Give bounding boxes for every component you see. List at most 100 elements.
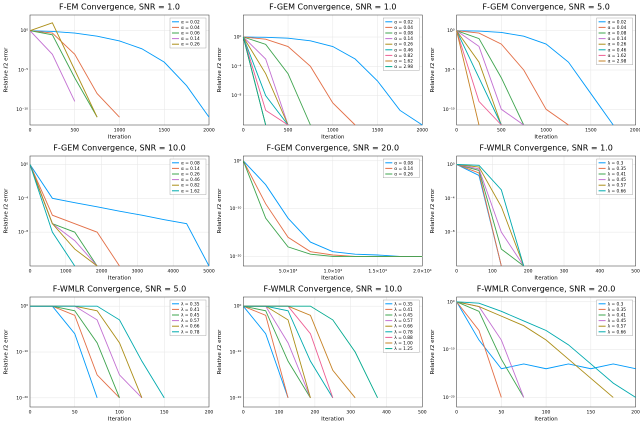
panel: F-WMLR Convergence, SNR = 10.0 Iteration R… bbox=[217, 285, 427, 423]
legend-label: α = 0.04 bbox=[394, 25, 413, 31]
series-line bbox=[29, 30, 76, 102]
x-tick-label: 500 bbox=[497, 128, 506, 134]
series-line bbox=[29, 164, 210, 267]
series-line bbox=[456, 30, 480, 126]
y-axis-label: Relative ℓ2 error bbox=[217, 188, 223, 234]
y-tick-label: 10⁻²⁰ bbox=[230, 395, 242, 401]
y-tick-label: 10⁻⁴ bbox=[445, 196, 455, 202]
y-tick-label: 10⁻⁸ bbox=[231, 93, 241, 99]
legend-label: α = 0.02 bbox=[608, 19, 627, 25]
legend: α = 0.02α = 0.04α = 0.06α = 0.14α = 0.26 bbox=[169, 17, 207, 49]
series-line bbox=[29, 22, 98, 118]
y-axis-label: Relative ℓ2 error bbox=[4, 329, 10, 375]
x-tick-label: 1000 bbox=[60, 269, 72, 275]
legend-label: λ = 0.66 bbox=[608, 329, 627, 335]
x-axis-label: Iteration bbox=[321, 135, 345, 141]
y-tick-label: 10⁰ bbox=[234, 35, 242, 41]
legend-label: α = 0.04 bbox=[181, 25, 200, 31]
x-tick-label: 400 bbox=[382, 410, 391, 416]
legend-label: α = 0.14 bbox=[181, 36, 200, 42]
series-line bbox=[456, 301, 502, 398]
y-axis-label: Relative ℓ2 error bbox=[217, 47, 223, 93]
y-axis-label: Relative ℓ2 error bbox=[430, 188, 436, 234]
legend-label: α = 0.08 bbox=[394, 160, 413, 166]
legend-label: λ = 0.66 bbox=[608, 188, 627, 194]
legend-label: α = 0.06 bbox=[181, 31, 200, 37]
x-tick-label: 0 bbox=[455, 410, 458, 416]
x-tick-label: 150 bbox=[587, 410, 596, 416]
x-tick-label: 1.5×10⁴ bbox=[368, 269, 387, 275]
legend-label: λ = 0.88 bbox=[394, 335, 413, 341]
legend-label: α = 0.02 bbox=[394, 19, 413, 25]
legend-label: α = 0.14 bbox=[181, 166, 200, 172]
panel-title: F-WMLR Convergence, SNR = 10.0 bbox=[264, 285, 403, 294]
x-tick-label: 0 bbox=[455, 269, 458, 275]
y-axis-label: Relative ℓ2 error bbox=[430, 329, 436, 375]
legend: α = 0.02α = 0.04α = 0.08α = 0.14α = 0.26… bbox=[596, 17, 633, 65]
y-tick-label: 10⁻¹⁰ bbox=[443, 347, 455, 353]
series-line bbox=[456, 164, 525, 267]
x-tick-label: 400 bbox=[596, 269, 605, 275]
x-tick-label: 0 bbox=[29, 269, 32, 275]
legend-label: α = 2.98 bbox=[608, 59, 627, 65]
series-line bbox=[456, 164, 502, 267]
legend: λ = 0.3λ = 0.35λ = 0.41λ = 0.45λ = 0.57λ… bbox=[596, 299, 633, 336]
legend-label: α = 0.08 bbox=[181, 160, 200, 166]
panel: F-WMLR Convergence, SNR = 1.0 Iteration Re… bbox=[430, 144, 640, 282]
y-tick-label: 10⁰ bbox=[234, 158, 242, 164]
x-tick-label: 1500 bbox=[585, 128, 597, 134]
series-line bbox=[456, 164, 525, 267]
series-line bbox=[456, 30, 614, 126]
series-line bbox=[456, 30, 524, 126]
series-line bbox=[243, 36, 311, 126]
panel-title: F-GEM Convergence, SNR = 1.0 bbox=[269, 3, 396, 12]
panel-title: F-GEM Convergence, SNR = 5.0 bbox=[482, 3, 609, 12]
legend-box bbox=[169, 299, 207, 336]
x-tick-label: 2000 bbox=[96, 269, 108, 275]
legend-label: α = 0.82 bbox=[394, 53, 413, 59]
y-tick-label: 10⁻¹⁰ bbox=[16, 107, 28, 113]
plot-frame bbox=[243, 155, 423, 267]
y-tick-label: 10⁻²⁰ bbox=[443, 395, 455, 401]
panel: F-GEM Convergence, SNR = 20.0 Iteration Re… bbox=[217, 144, 432, 282]
legend-label: α = 0.26 bbox=[608, 42, 627, 48]
panel-title: F-GEM Convergence, SNR = 20.0 bbox=[267, 144, 400, 153]
plot-frame bbox=[243, 296, 423, 408]
legend-label: α = 0.02 bbox=[181, 19, 200, 25]
y-axis-label: Relative ℓ2 error bbox=[4, 188, 10, 234]
panel: F-GEM Convergence, SNR = 5.0 Iteration Rel… bbox=[430, 3, 640, 141]
x-axis-label: Iteration bbox=[108, 135, 132, 141]
plot-frame bbox=[456, 14, 636, 126]
legend-label: α = 0.04 bbox=[608, 25, 627, 31]
series-line bbox=[456, 164, 525, 267]
series-line bbox=[242, 160, 423, 257]
x-tick-label: 0 bbox=[242, 128, 245, 134]
panel: F-EM Convergence, SNR = 1.0 Iteration Rela… bbox=[4, 3, 215, 141]
x-tick-label: 2000 bbox=[630, 128, 640, 134]
x-tick-label: 4000 bbox=[167, 269, 179, 275]
legend-label: α = 0.08 bbox=[608, 31, 627, 37]
x-axis-label: Iteration bbox=[534, 135, 558, 141]
series-line bbox=[456, 30, 502, 126]
series-line bbox=[456, 301, 614, 398]
x-tick-label: 200 bbox=[631, 410, 640, 416]
legend-box bbox=[596, 299, 633, 336]
x-tick-label: 500 bbox=[70, 128, 79, 134]
plot-frame bbox=[456, 296, 636, 408]
series-line bbox=[242, 36, 289, 126]
legend-label: λ = 0.45 bbox=[608, 177, 627, 183]
x-tick-label: 200 bbox=[205, 410, 214, 416]
legend: α = 0.08α = 0.14α = 0.26 bbox=[383, 158, 420, 178]
series-line bbox=[29, 164, 120, 267]
x-tick-label: 1500 bbox=[159, 128, 171, 134]
legend: λ = 0.35λ = 0.41λ = 0.45λ = 0.57λ = 0.66… bbox=[169, 299, 207, 336]
series-line bbox=[243, 305, 311, 399]
legend-label: λ = 0.57 bbox=[608, 183, 627, 189]
x-tick-label: 300 bbox=[560, 269, 569, 275]
legend-label: λ = 0.45 bbox=[608, 318, 627, 324]
y-axis-label: Relative ℓ2 error bbox=[217, 329, 223, 375]
legend: λ = 0.3λ = 0.35λ = 0.41λ = 0.45λ = 0.57λ… bbox=[596, 158, 633, 195]
legend-label: λ = 1.00 bbox=[394, 341, 413, 347]
